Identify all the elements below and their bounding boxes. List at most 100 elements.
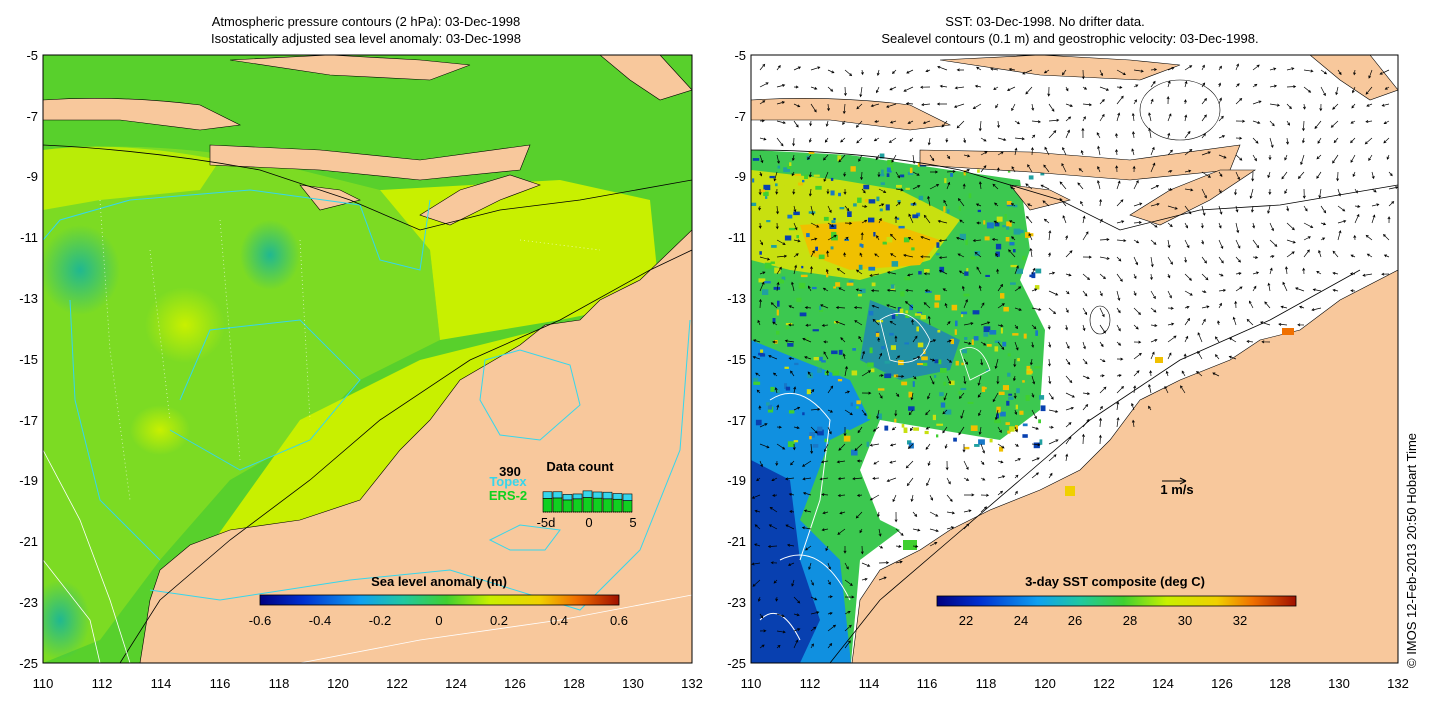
sst-pixel bbox=[787, 164, 792, 169]
velocity-arrow bbox=[1235, 119, 1246, 123]
velocity-arrow bbox=[1116, 69, 1126, 76]
sst-pixel bbox=[857, 197, 862, 203]
velocity-arrow bbox=[1096, 132, 1101, 139]
velocity-arrow bbox=[844, 562, 849, 570]
sst-pixel bbox=[1013, 249, 1016, 253]
velocity-arrow bbox=[860, 69, 864, 76]
velocity-arrow bbox=[946, 494, 953, 502]
sst-pixel bbox=[951, 304, 958, 311]
velocity-arrow bbox=[997, 443, 1005, 449]
sst-pixel bbox=[950, 173, 953, 177]
sst-pixel bbox=[1034, 285, 1040, 290]
velocity-arrow bbox=[1371, 188, 1377, 193]
velocity-arrow bbox=[1014, 409, 1018, 416]
sst-pixel bbox=[986, 344, 992, 347]
sst-pixel bbox=[983, 332, 989, 337]
sst-pixel bbox=[767, 406, 774, 413]
velocity-arrow bbox=[937, 65, 948, 71]
velocity-arrow bbox=[1014, 458, 1021, 462]
velocity-arrow bbox=[1286, 137, 1290, 145]
velocity-arrow bbox=[1303, 222, 1314, 229]
sst-pixel bbox=[994, 340, 1001, 343]
velocity-arrow bbox=[906, 477, 914, 487]
velocity-arrow bbox=[1133, 99, 1137, 105]
velocity-arrow bbox=[1048, 375, 1052, 385]
velocity-arrow bbox=[942, 426, 948, 434]
sst-pixel bbox=[939, 266, 945, 273]
right-colorbar-bar bbox=[936, 595, 1297, 607]
velocity-arrow bbox=[759, 423, 768, 428]
sst-pixel bbox=[857, 294, 862, 297]
velocity-arrow bbox=[1150, 290, 1156, 300]
velocity-arrow bbox=[824, 137, 829, 143]
sst-pixel bbox=[1002, 341, 1007, 347]
sst-pixel bbox=[764, 281, 771, 284]
velocity-arrow bbox=[827, 234, 837, 241]
velocity-arrow bbox=[980, 341, 987, 346]
velocity-arrow bbox=[1201, 114, 1207, 122]
sst-pixel bbox=[823, 216, 829, 221]
velocity-arrow bbox=[912, 335, 918, 343]
velocity-arrow bbox=[891, 154, 897, 163]
velocity-arrow bbox=[1099, 290, 1103, 297]
velocity-arrow bbox=[1312, 288, 1322, 292]
velocity-arrow bbox=[1048, 454, 1057, 462]
sst-pixel bbox=[998, 391, 1005, 395]
velocity-arrow bbox=[1337, 188, 1342, 197]
velocity-arrow bbox=[793, 406, 801, 411]
velocity-arrow bbox=[1269, 239, 1278, 247]
velocity-arrow bbox=[895, 355, 901, 360]
velocity-arrow bbox=[925, 426, 931, 430]
sst-pixel bbox=[765, 196, 768, 199]
velocity-arrow bbox=[1381, 103, 1390, 107]
velocity-arrow bbox=[1116, 417, 1120, 428]
velocity-arrow bbox=[956, 68, 965, 72]
velocity-arrow bbox=[859, 86, 863, 98]
velocity-arrow bbox=[756, 389, 761, 394]
right-ytick: -19 bbox=[727, 473, 746, 488]
left-frame bbox=[42, 54, 693, 664]
velocity-arrow bbox=[1082, 215, 1086, 224]
velocity-arrow bbox=[1214, 354, 1220, 360]
velocity-arrow bbox=[858, 335, 863, 343]
velocity-arrow bbox=[1371, 171, 1375, 180]
velocity-arrow bbox=[858, 154, 863, 162]
sst-pixel bbox=[949, 380, 955, 386]
data-count-inset: 390 Topex ERS-2 Data count -5d 0 5 bbox=[489, 459, 637, 530]
left-title-line1: Atmospheric pressure contours (2 hPa): 0… bbox=[212, 14, 521, 29]
sst-pixel bbox=[977, 209, 981, 213]
velocity-arrow bbox=[878, 545, 884, 549]
velocity-arrow bbox=[1043, 69, 1050, 74]
velocity-arrow bbox=[1201, 318, 1206, 326]
velocity-arrow bbox=[837, 528, 846, 535]
sst-pixel bbox=[936, 423, 943, 426]
sst-pixel bbox=[884, 360, 890, 364]
velocity-arrow bbox=[821, 493, 829, 497]
sst-pixel bbox=[890, 165, 894, 171]
velocity-arrow bbox=[1218, 288, 1227, 292]
velocity-arrow bbox=[1201, 151, 1212, 156]
velocity-arrow bbox=[826, 369, 830, 377]
sst-pixel bbox=[851, 245, 858, 248]
velocity-arrow bbox=[860, 232, 864, 241]
sst-pixel bbox=[955, 320, 958, 327]
velocity-arrow bbox=[803, 509, 812, 513]
velocity-arrow bbox=[1062, 146, 1067, 156]
velocity-arrow bbox=[1368, 69, 1373, 79]
left-xtick: 114 bbox=[151, 676, 172, 691]
velocity-arrow bbox=[958, 392, 965, 399]
velocity-arrow bbox=[1048, 409, 1059, 413]
velocity-arrow bbox=[1167, 322, 1175, 326]
sst-pixel bbox=[848, 280, 854, 283]
velocity-arrow bbox=[1252, 271, 1260, 275]
velocity-arrow bbox=[1065, 324, 1069, 331]
left-sla-high-blob bbox=[145, 287, 225, 363]
velocity-arrow bbox=[920, 85, 931, 89]
velocity-arrow bbox=[1167, 335, 1177, 343]
velocity-arrow bbox=[1354, 213, 1360, 224]
sst-pixel bbox=[934, 294, 941, 301]
sst-pixel bbox=[812, 444, 819, 448]
velocity-arrow bbox=[938, 239, 948, 243]
sst-pixel bbox=[895, 313, 898, 316]
sst-pixel bbox=[817, 426, 823, 432]
